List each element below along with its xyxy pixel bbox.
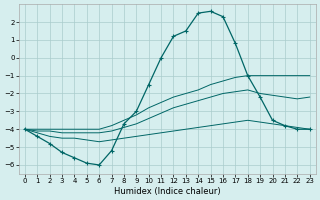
X-axis label: Humidex (Indice chaleur): Humidex (Indice chaleur) [114, 187, 220, 196]
